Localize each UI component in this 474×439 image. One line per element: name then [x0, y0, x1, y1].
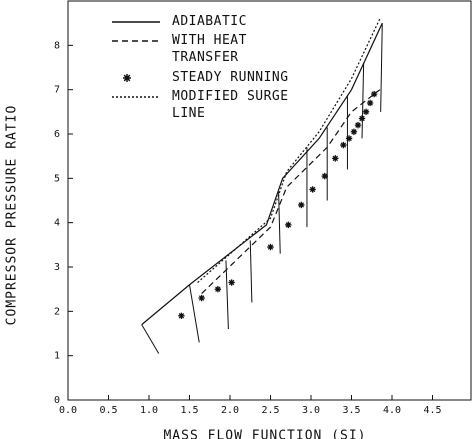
- y-tick-label: 7: [54, 85, 60, 96]
- x-tick-label: 0.5: [99, 405, 117, 416]
- speed-line: [249, 240, 253, 303]
- y-tick-label: 8: [54, 40, 60, 51]
- steady-point: [366, 99, 374, 107]
- x-tick-label: 3.5: [342, 405, 360, 416]
- speed-line: [189, 284, 200, 343]
- steady-point: [298, 201, 305, 209]
- steady-point: [340, 141, 347, 149]
- y-tick-label: 1: [54, 351, 60, 362]
- x-tick-label: 1.5: [180, 405, 198, 416]
- steady-point: [345, 135, 353, 142]
- speed-line: [361, 63, 365, 139]
- speed-line: [141, 324, 160, 354]
- speed-line: [278, 191, 281, 254]
- legend-marker: [123, 74, 131, 82]
- steady-point: [214, 285, 222, 293]
- y-tick-label: 3: [54, 262, 60, 273]
- y-axis-label: COMPRESSOR PRESSURE RATIO: [5, 105, 20, 326]
- steady-point: [321, 172, 328, 180]
- x-tick-label: 4.5: [423, 405, 441, 416]
- plot-frame: [67, 0, 472, 401]
- steady-point: [285, 221, 292, 229]
- steady-point: [178, 312, 185, 319]
- y-tick-label: 0: [54, 395, 60, 406]
- x-axis-label: MASS FLOW FUNCTION (SI): [163, 429, 366, 439]
- steady-point: [228, 279, 235, 286]
- series-line: [197, 18, 381, 283]
- y-tick-label: 4: [54, 218, 60, 229]
- x-tick-label: 2.5: [261, 405, 279, 416]
- steady-point: [350, 128, 358, 135]
- steady-point: [198, 294, 205, 302]
- x-tick-label: 1.0: [140, 405, 158, 416]
- steady-point: [332, 155, 339, 162]
- speed-line: [225, 260, 229, 330]
- steady-point: [358, 115, 366, 122]
- x-tick-label: 3.0: [302, 405, 320, 416]
- x-tick-label: 4.0: [383, 405, 401, 416]
- legend-label: STEADY RUNNING: [172, 70, 289, 85]
- y-tick-label: 2: [54, 306, 60, 317]
- legend-label: MODIFIED SURGE LINE: [172, 89, 289, 121]
- speed-line: [380, 23, 383, 112]
- legend-label: ADIABATIC: [172, 14, 247, 29]
- x-tick-label: 2.0: [221, 405, 239, 416]
- steady-point: [370, 90, 378, 98]
- y-tick-label: 6: [54, 129, 60, 140]
- steady-point: [267, 243, 274, 251]
- legend-label: WITH HEAT TRANSFER: [172, 33, 247, 65]
- x-tick-label: 0.0: [59, 405, 77, 416]
- series-line: [141, 22, 383, 326]
- y-tick-label: 5: [54, 173, 60, 184]
- series-line: [201, 89, 381, 295]
- steady-point: [362, 108, 370, 116]
- steady-point: [309, 186, 316, 193]
- steady-point: [354, 121, 362, 129]
